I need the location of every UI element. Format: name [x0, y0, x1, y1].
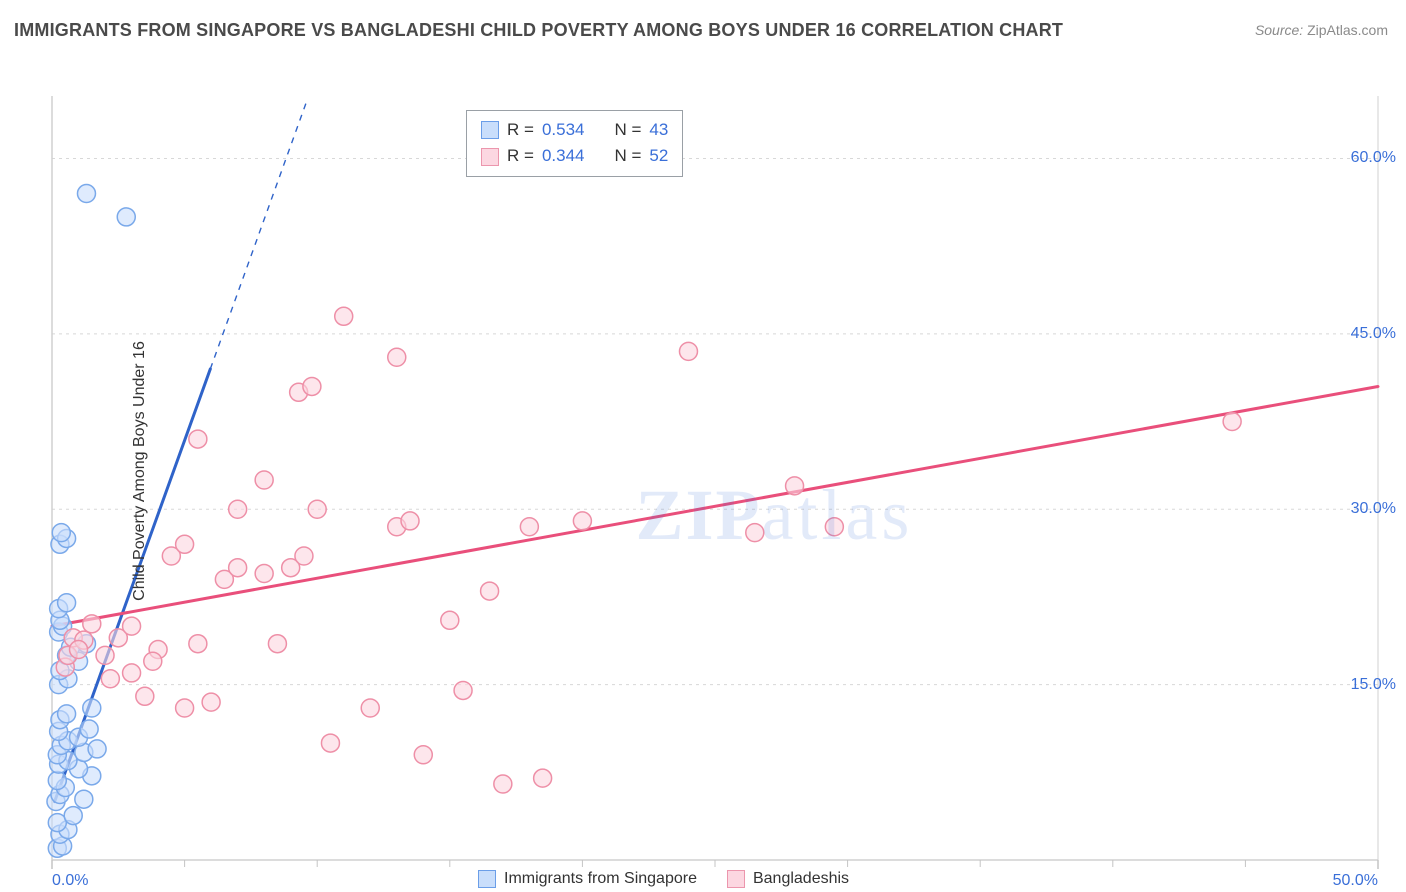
x-tick-label: 50.0% [1333, 872, 1378, 890]
legend-item-blue: Immigrants from Singapore [478, 870, 697, 888]
y-tick-label: 60.0% [1351, 149, 1396, 167]
legend-label-pink: Bangladeshis [753, 870, 849, 888]
bottom-legend: Immigrants from Singapore Bangladeshis [478, 870, 849, 888]
y-tick-label: 15.0% [1351, 676, 1396, 694]
y-tick-label: 30.0% [1351, 500, 1396, 518]
y-tick-label: 45.0% [1351, 325, 1396, 343]
stats-row-pink: R = 0.344 N = 52 [481, 143, 668, 169]
r-value-pink: 0.344 [542, 143, 585, 169]
n-label: N = [614, 143, 641, 169]
legend-item-pink: Bangladeshis [727, 870, 849, 888]
chart-title: IMMIGRANTS FROM SINGAPORE VS BANGLADESHI… [14, 20, 1063, 41]
x-tick-label: 0.0% [52, 872, 88, 890]
swatch-blue [478, 870, 496, 888]
r-label: R = [507, 143, 534, 169]
n-value-blue: 43 [649, 117, 668, 143]
stats-legend: R = 0.534 N = 43 R = 0.344 N = 52 [466, 110, 683, 177]
r-label: R = [507, 117, 534, 143]
y-axis-label: Child Poverty Among Boys Under 16 [131, 341, 149, 601]
scatter-plot [0, 50, 1406, 892]
source-value: ZipAtlas.com [1307, 22, 1388, 38]
swatch-pink [727, 870, 745, 888]
stats-row-blue: R = 0.534 N = 43 [481, 117, 668, 143]
legend-label-blue: Immigrants from Singapore [504, 870, 697, 888]
swatch-pink [481, 148, 499, 166]
n-value-pink: 52 [649, 143, 668, 169]
r-value-blue: 0.534 [542, 117, 585, 143]
source-label: Source: [1255, 22, 1303, 38]
source-attribution: Source: ZipAtlas.com [1255, 22, 1388, 38]
chart-area: Child Poverty Among Boys Under 16 R = 0.5… [0, 50, 1406, 892]
n-label: N = [614, 117, 641, 143]
swatch-blue [481, 121, 499, 139]
